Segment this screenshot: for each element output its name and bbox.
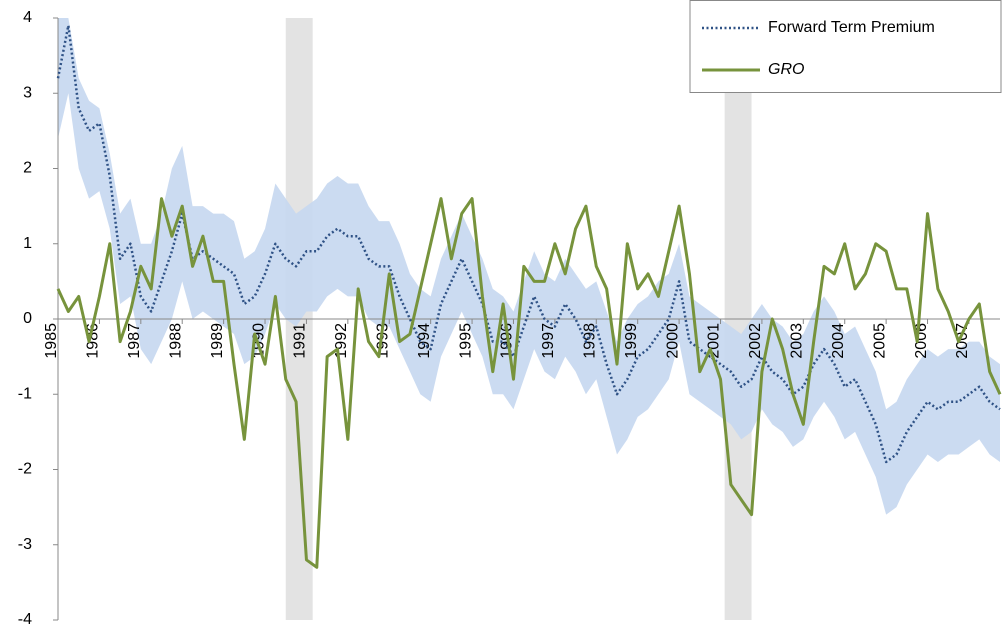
y-tick-label: -1 — [18, 385, 32, 402]
x-tick-label: 2002 — [747, 323, 764, 359]
y-tick-label: 0 — [23, 310, 32, 327]
y-tick-label: 2 — [23, 160, 32, 177]
legend: Forward Term Premium GRO — [689, 0, 1002, 93]
x-tick-label: 1998 — [582, 323, 599, 359]
series-line — [56, 24, 1001, 464]
y-tick-label: 3 — [23, 84, 32, 101]
legend-label: Forward Term Premium — [768, 19, 935, 36]
legend-label: GRO — [768, 61, 804, 78]
y-tick-label: -4 — [18, 611, 32, 626]
y-tick-label: -2 — [18, 461, 32, 478]
x-tick-label: 1987 — [126, 323, 143, 359]
x-tick-label: 1999 — [623, 323, 640, 359]
y-tick-label: 4 — [23, 9, 32, 26]
x-tick-label: 2007 — [954, 323, 971, 359]
x-tick-label: 2003 — [789, 323, 806, 359]
x-tick-label: 1986 — [85, 323, 102, 359]
x-tick-label: 1991 — [292, 323, 309, 359]
x-tick-label: 1985 — [43, 323, 60, 359]
x-tick-label: 1989 — [209, 323, 226, 359]
x-tick-label: 1997 — [540, 323, 557, 359]
x-tick-label: 2000 — [664, 323, 681, 359]
legend-box — [689, 0, 1002, 93]
x-tick-label: 1994 — [416, 323, 433, 359]
x-tick-label: 1988 — [167, 323, 184, 359]
y-tick-label: 1 — [23, 235, 32, 252]
x-tick-label: 1995 — [457, 323, 474, 359]
x-tick-label: 2005 — [871, 323, 888, 359]
series-line — [56, 197, 1002, 569]
x-tick-label: 1992 — [333, 323, 350, 359]
confidence-band — [58, 18, 1000, 515]
y-tick-label: -3 — [18, 536, 32, 553]
x-tick-label: 2004 — [830, 323, 847, 359]
